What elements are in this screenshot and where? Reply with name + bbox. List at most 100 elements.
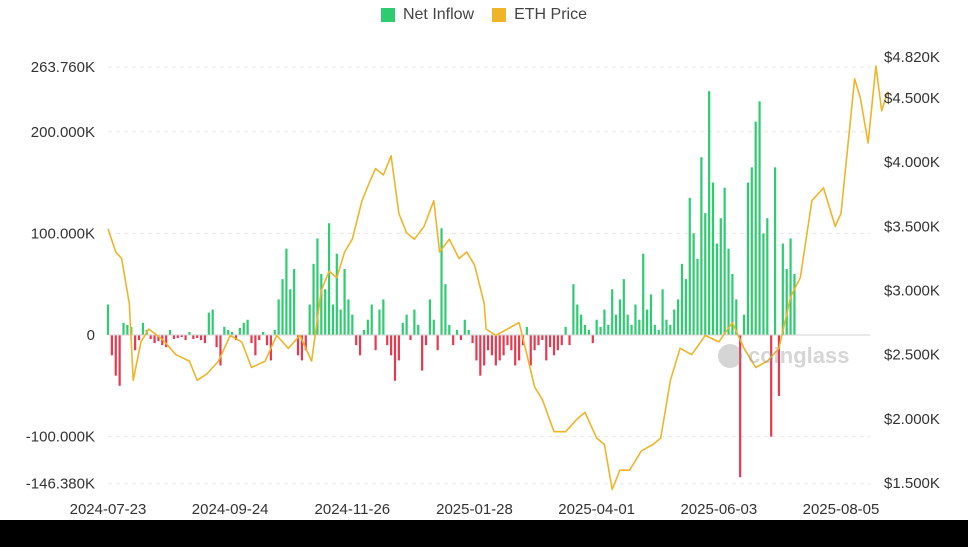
inflow-bar: [719, 218, 722, 335]
legend-label-price: ETH Price: [514, 6, 588, 23]
inflow-bar: [390, 335, 393, 356]
inflow-bar: [634, 304, 637, 335]
inflow-bar: [742, 314, 746, 335]
inflow-bar: [642, 253, 645, 335]
inflow-bar: [455, 329, 459, 335]
inflow-bar: [448, 324, 451, 335]
inflow-bar: [370, 304, 373, 335]
inflow-bar: [750, 167, 753, 335]
inflow-bar: [471, 335, 474, 344]
inflow-bar: [785, 268, 788, 335]
right-tick-label: $3.500K: [884, 218, 940, 235]
inflow-bar: [607, 324, 610, 335]
right-tick-label: $2.000K: [884, 411, 940, 428]
inflow-bar: [203, 335, 207, 344]
inflow-bar: [265, 335, 269, 346]
inflow-bar: [405, 314, 408, 335]
inflow-bar: [188, 331, 191, 335]
inflow-bar: [215, 335, 218, 348]
inflow-bar: [157, 335, 160, 342]
inflow-bar: [564, 326, 567, 335]
inflow-bar: [711, 182, 715, 335]
inflow-bar: [630, 324, 633, 335]
inflow-bar: [199, 335, 203, 341]
inflow-bar: [126, 324, 129, 335]
inflow-bar: [580, 314, 583, 335]
inflow-bar: [118, 335, 121, 386]
watermark-text: coinglass: [748, 343, 850, 368]
right-tick-label: $4.500K: [884, 90, 940, 107]
left-tick-label: 0: [87, 327, 95, 344]
inflow-bar: [413, 309, 416, 335]
inflow-bar: [397, 335, 400, 361]
inflow-bar: [490, 335, 494, 356]
inflow-bar: [223, 326, 226, 335]
left-axis-labels: 263.760K 200.000K 100.000K 0 -100.000K -146.3…: [26, 59, 95, 493]
inflow-bar: [661, 289, 664, 335]
right-tick-label: $2.500K: [884, 347, 940, 364]
inflow-bar: [378, 309, 381, 335]
inflow-bar: [262, 331, 265, 335]
inflow-bar: [494, 335, 497, 366]
inflow-bar: [766, 218, 769, 335]
inflow-bar: [417, 324, 420, 335]
inflow-bar: [467, 329, 470, 335]
inflow-bar: [401, 322, 404, 335]
bottom-bar: [0, 520, 968, 547]
inflow-bar: [246, 319, 249, 335]
inflow-bar: [552, 335, 556, 356]
legend-eth-price[interactable]: ETH Price: [492, 6, 587, 24]
inflow-bar: [649, 294, 653, 335]
inflow-bar: [428, 299, 431, 335]
inflow-bar: [231, 331, 234, 335]
inflow-bar: [273, 329, 276, 335]
inflow-bar: [611, 289, 614, 335]
inflow-bar: [165, 335, 168, 348]
x-tick-label: 2024-11-26: [315, 501, 391, 518]
inflow-bar: [510, 335, 513, 351]
inflow-bar: [708, 91, 711, 335]
inflow-bar: [793, 274, 796, 335]
inflow-bar: [626, 314, 629, 335]
inflow-bar: [587, 329, 591, 335]
inflow-bar: [289, 289, 292, 335]
inflow-bar: [184, 335, 187, 341]
inflow-bar: [789, 238, 792, 335]
inflow-bar: [238, 327, 241, 335]
inflow-bar: [514, 335, 517, 366]
inflow-bar: [692, 233, 695, 335]
inflow-bar: [277, 299, 280, 335]
inflow-bar: [731, 274, 734, 335]
inflow-bar: [549, 335, 552, 348]
inflow-bar: [304, 335, 307, 351]
right-axis-labels: $4.820K $4.500K $4.000K $3.500K $3.000K $2.50…: [884, 49, 940, 492]
inflow-bar: [444, 284, 447, 335]
inflow-bar: [599, 326, 602, 335]
legend-net-inflow[interactable]: Net Inflow: [380, 6, 474, 24]
inflow-bars: [106, 91, 796, 478]
inflow-bar: [727, 248, 730, 335]
inflow-bar: [355, 335, 358, 346]
inflow-bar: [657, 329, 660, 335]
inflow-bar: [735, 299, 738, 335]
inflow-bar: [770, 335, 773, 437]
inflow-bar: [545, 335, 548, 361]
x-tick-label: 2025-04-01: [558, 501, 635, 518]
inflow-bar: [134, 335, 137, 351]
inflow-bar: [211, 309, 214, 335]
legend-swatch-price: [492, 8, 507, 22]
inflow-bar: [106, 304, 110, 335]
inflow-bar: [436, 335, 439, 351]
left-tick-label: -100.000K: [26, 429, 95, 446]
left-tick-label: 200.000K: [31, 124, 95, 141]
inflow-bar: [351, 314, 354, 335]
inflow-bar: [172, 335, 176, 340]
x-tick-label: 2024-07-23: [70, 501, 147, 518]
inflow-bar: [327, 223, 331, 335]
left-tick-label: 100.000K: [31, 225, 95, 242]
inflow-bar: [153, 335, 156, 344]
inflow-bar: [715, 243, 718, 335]
inflow-bar: [696, 258, 699, 335]
x-tick-label: 2025-06-03: [680, 501, 757, 518]
